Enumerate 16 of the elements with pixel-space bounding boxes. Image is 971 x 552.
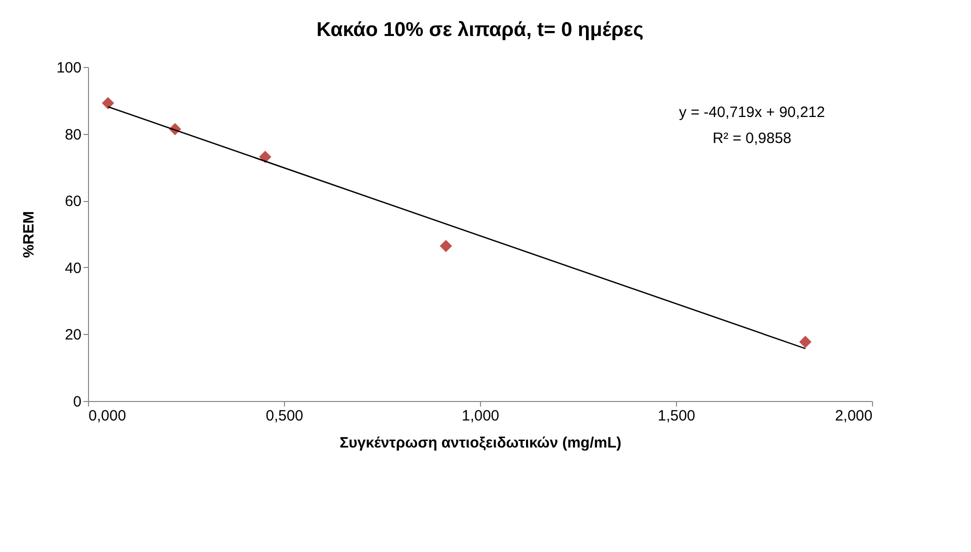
y-tick-label: 20: [64, 326, 82, 344]
x-tick-label: 0,000: [88, 408, 126, 424]
annotation: y = -40,719x + 90,212: [679, 104, 825, 121]
x-tick-label: 0,500: [266, 408, 304, 424]
y-tick-label: 0: [73, 394, 82, 410]
x-tick-label: 1,500: [658, 408, 696, 424]
chart-title: Κακάο 10% σε λιπαρά, t= 0 ημέρες: [316, 19, 644, 41]
x-tick-label: 1,000: [462, 408, 500, 424]
annotation: R² = 0,9858: [712, 130, 792, 147]
y-tick-label: 60: [64, 193, 82, 210]
y-tick-label: 100: [56, 60, 82, 76]
x-tick-label: 2,000: [834, 408, 872, 424]
y-axis-title: %REM: [20, 211, 38, 258]
x-axis-title: Συγκέντρωση αντιοξειδωτικών (mg/mL): [340, 434, 622, 452]
y-tick-label: 80: [64, 126, 82, 144]
y-tick-label: 40: [64, 260, 82, 277]
